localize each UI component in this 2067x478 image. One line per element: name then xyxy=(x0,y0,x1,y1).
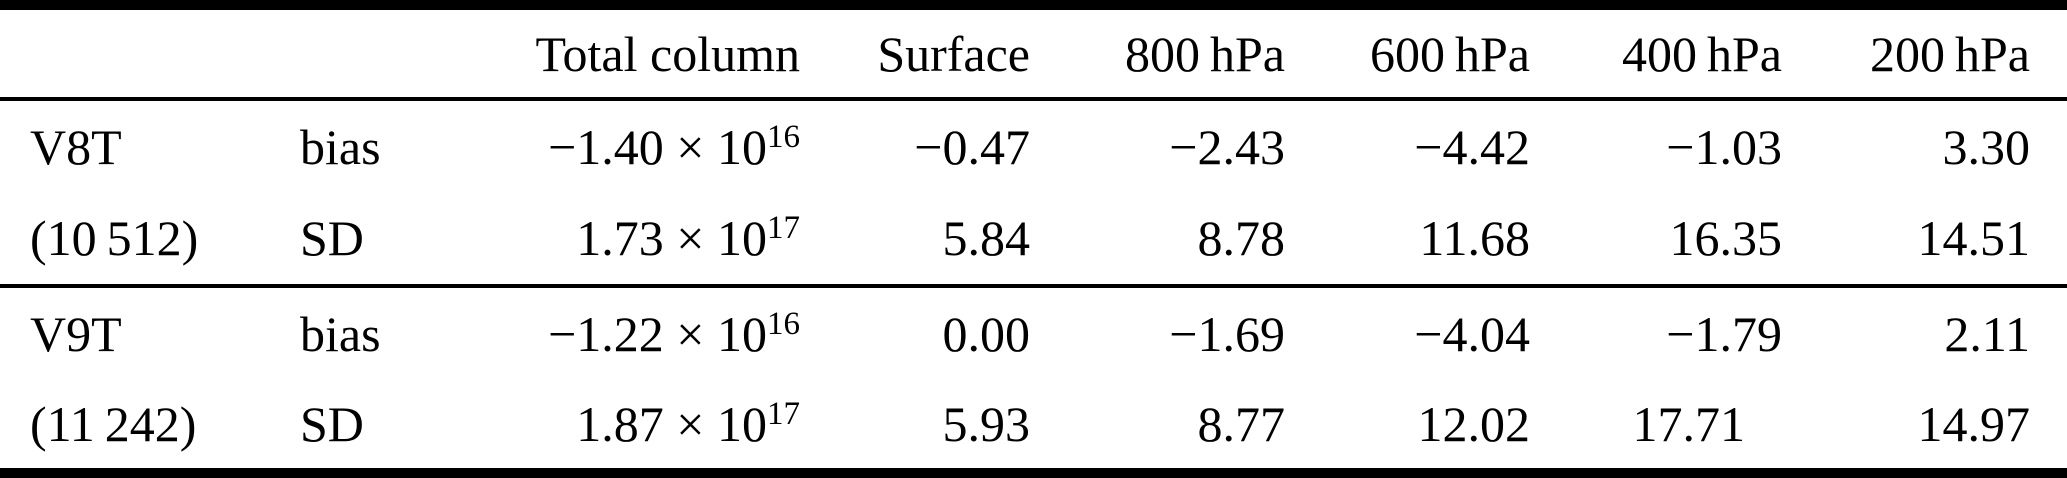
value-exponent: 17 xyxy=(767,395,800,432)
cell-surface: 5.84 xyxy=(942,210,1031,267)
cell-total-column: −1.22 × 1016 xyxy=(460,286,800,380)
cell-800hpa: 8.78 xyxy=(1197,210,1286,267)
value-mantissa: −1.22 × 10 xyxy=(548,305,767,362)
cell-600hpa: −4.42 xyxy=(1414,118,1530,175)
value-exponent: 16 xyxy=(767,118,800,155)
header-surface: Surface xyxy=(877,25,1030,82)
cell-400hpa: −1.79 xyxy=(1666,305,1782,362)
header-600hpa: 600 hPa xyxy=(1369,25,1530,82)
cell-surface: −0.47 xyxy=(914,118,1030,175)
cell-200hpa: 3.30 xyxy=(1942,118,2031,175)
value-mantissa: −1.40 × 10 xyxy=(548,118,767,175)
cell-600hpa: −4.04 xyxy=(1414,305,1530,362)
cell-200hpa: 14.97 xyxy=(1917,395,2031,452)
header-200hpa: 200 hPa xyxy=(1869,25,2030,82)
table-row-v8t-bias: V8T bias −1.40 × 1016 −0.47 −2.43 −4.42 … xyxy=(0,99,2067,193)
cell-stat-label: bias xyxy=(300,118,381,175)
value-mantissa: 1.73 × 10 xyxy=(576,210,767,267)
cell-group-label: V8T xyxy=(30,118,122,175)
value-exponent: 17 xyxy=(767,210,800,247)
cell-group-label: (11 242) xyxy=(30,395,197,452)
cell-600hpa: 12.02 xyxy=(1417,395,1531,452)
cell-stat-label: SD xyxy=(300,395,364,452)
value-mantissa: 1.87 × 10 xyxy=(576,395,767,452)
cell-200hpa: 14.51 xyxy=(1917,210,2031,267)
cell-group-label: V9T xyxy=(30,305,122,362)
table-row-v9t-sd: (11 242) SD 1.87 × 1017 5.93 8.77 12.02 … xyxy=(0,380,2067,474)
value-exponent: 16 xyxy=(767,305,800,342)
header-group xyxy=(0,5,285,99)
cell-total-column: 1.87 × 1017 xyxy=(460,380,800,474)
cell-800hpa: −2.43 xyxy=(1169,118,1285,175)
cell-800hpa: 8.77 xyxy=(1197,395,1286,452)
cell-total-column: −1.40 × 1016 xyxy=(460,99,800,193)
cell-800hpa: −1.69 xyxy=(1169,305,1285,362)
cell-400hpa: 17.71 xyxy=(1632,395,1746,452)
header-800hpa: 800 hPa xyxy=(1124,25,1285,82)
cell-400hpa: −1.03 xyxy=(1666,118,1782,175)
cell-stat-label: SD xyxy=(300,210,364,267)
cell-surface: 0.00 xyxy=(942,305,1031,362)
header-row: Total column Surface 800 hPa 600 hPa 400… xyxy=(0,5,2067,99)
header-400hpa: 400 hPa xyxy=(1621,25,1782,82)
cell-surface: 5.93 xyxy=(942,395,1031,452)
cell-600hpa: 11.68 xyxy=(1419,210,1530,267)
table-header: Total column Surface 800 hPa 600 hPa 400… xyxy=(0,5,2067,99)
cell-group-label: (10 512) xyxy=(30,210,199,267)
cell-total-column: 1.73 × 1017 xyxy=(460,193,800,287)
table-body: V8T bias −1.40 × 1016 −0.47 −2.43 −4.42 … xyxy=(0,99,2067,473)
table-row-v9t-bias: V9T bias −1.22 × 1016 0.00 −1.69 −4.04 −… xyxy=(0,286,2067,380)
cell-400hpa: 16.35 xyxy=(1669,210,1783,267)
header-stat xyxy=(285,5,460,99)
cell-200hpa: 2.11 xyxy=(1944,305,2030,362)
table-row-v8t-sd: (10 512) SD 1.73 × 1017 5.84 8.78 11.68 … xyxy=(0,193,2067,287)
header-total-column: Total column xyxy=(535,25,800,82)
cell-stat-label: bias xyxy=(300,305,381,362)
